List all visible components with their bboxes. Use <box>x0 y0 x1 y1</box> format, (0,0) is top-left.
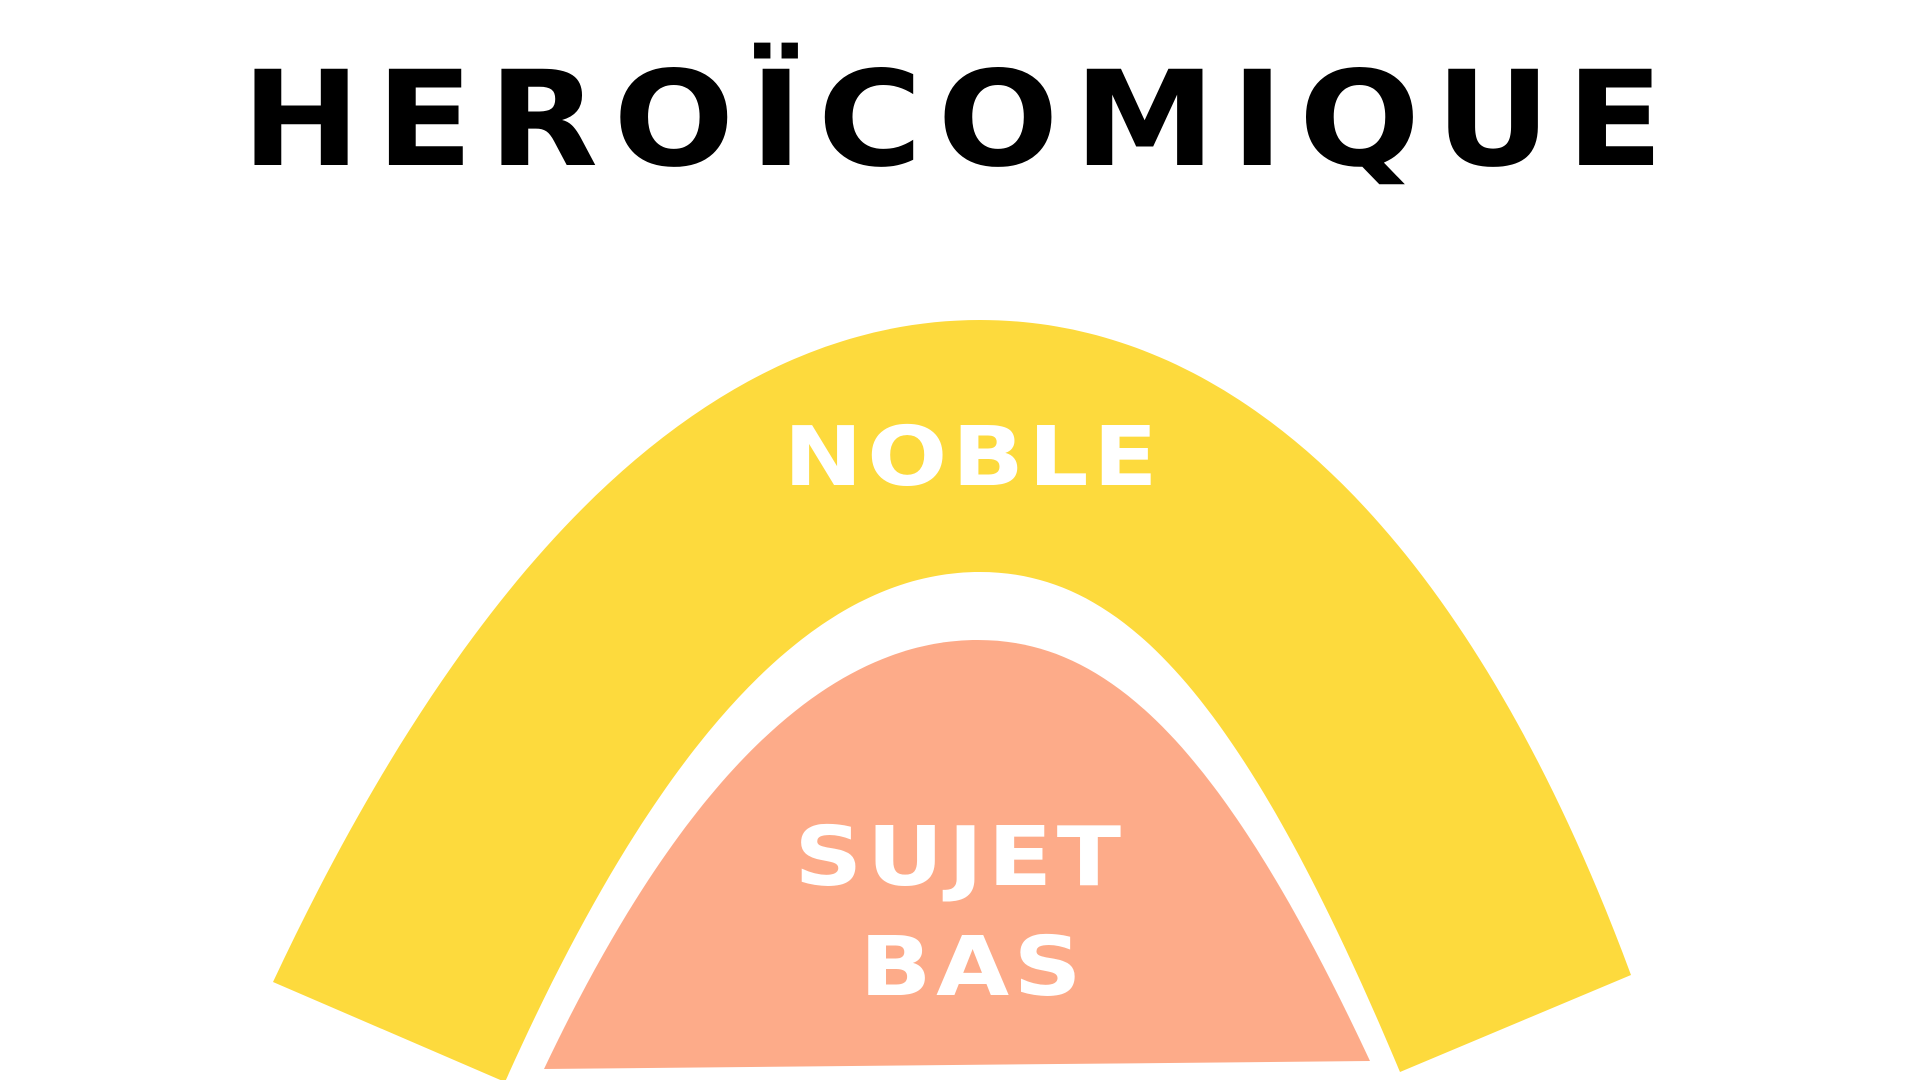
sujet-label: SUJET <box>794 810 1126 905</box>
sujet-bas-inner-region <box>544 640 1370 1069</box>
noble-outer-band <box>273 320 1631 1080</box>
page-title: HEROÏCOMIQUE <box>241 43 1679 197</box>
bas-label: BAS <box>859 920 1087 1015</box>
noble-label: NOBLE <box>783 410 1163 505</box>
